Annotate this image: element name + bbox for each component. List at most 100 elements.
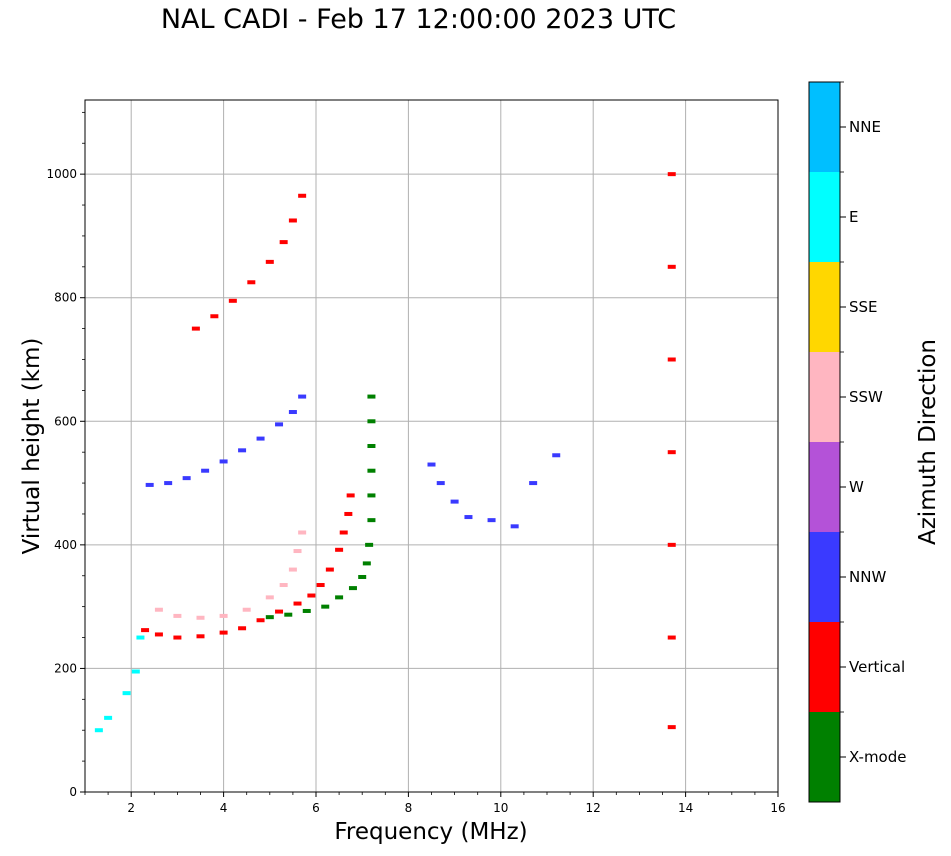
colorbar-frame	[808, 81, 841, 803]
colorbar-segment	[809, 82, 840, 172]
echo-mark	[367, 468, 376, 473]
echo-mark	[667, 635, 676, 640]
echo-mark	[335, 547, 344, 552]
echo-mark	[238, 626, 247, 631]
colorbar-tick-label: Vertical	[849, 658, 905, 676]
echo-mark	[279, 240, 288, 245]
echo-mark	[344, 511, 353, 516]
colorbar-tick-label: SSW	[849, 388, 883, 406]
echo-mark	[667, 725, 676, 730]
echo-mark	[667, 542, 676, 547]
echo-mark	[164, 481, 173, 486]
colorbar-tick-label: X-mode	[849, 748, 906, 766]
colorbar-tick-label: SSE	[849, 298, 878, 316]
echo-mark	[288, 567, 297, 572]
echo-mark	[367, 518, 376, 523]
chart-title: NAL CADI - Feb 17 12:00:00 2023 UTC	[160, 4, 677, 35]
echo-mark	[141, 628, 150, 633]
colorbar-tick-label: NNW	[849, 568, 886, 586]
colorbar-tick-label: E	[849, 208, 858, 226]
y-tick-label: 200	[54, 661, 77, 675]
x-tick-label: 12	[586, 801, 601, 815]
colorbar-segment	[809, 532, 840, 622]
grid	[85, 100, 778, 792]
echo-mark	[228, 298, 237, 303]
colorbar-segment	[809, 352, 840, 442]
echo-mark	[265, 259, 274, 264]
plot-area	[84, 99, 779, 793]
echo-mark	[298, 394, 307, 399]
echo-mark	[667, 172, 676, 177]
echo-mark	[667, 357, 676, 362]
echo-mark	[196, 634, 205, 639]
y-tick-label: 1000	[46, 167, 77, 181]
echo-mark	[365, 542, 374, 547]
echo-mark	[288, 410, 297, 415]
echo-mark	[219, 459, 228, 464]
echo-mark	[256, 436, 265, 441]
echo-mark	[242, 607, 251, 612]
echo-mark	[293, 549, 302, 554]
y-axis-label: Virtual height (km)	[19, 337, 45, 555]
colorbar-tick-label: W	[849, 478, 864, 496]
echo-mark	[210, 314, 219, 319]
x-tick-label: 10	[493, 801, 508, 815]
echo-mark	[275, 609, 284, 614]
x-axis: 2 4 6 8 10 12 14 16	[84, 792, 786, 815]
echo-mark	[201, 468, 210, 473]
echo-mark	[367, 419, 376, 424]
echo-mark	[302, 608, 311, 613]
echo-mark	[265, 615, 274, 620]
echo-mark	[667, 264, 676, 269]
echo-mark	[316, 583, 325, 588]
echo-mark	[298, 193, 307, 198]
echo-mark	[436, 481, 445, 486]
echo-mark	[298, 530, 307, 535]
colorbar-segment	[809, 712, 840, 802]
echo-mark	[284, 612, 293, 617]
y-tick-label: 0	[69, 785, 77, 799]
echo-mark	[358, 574, 367, 579]
colorbar-segment	[809, 262, 840, 352]
echo-mark	[427, 462, 436, 467]
echo-mark	[335, 595, 344, 600]
echo-mark	[307, 593, 316, 598]
colorbar-tick-label: NNE	[849, 118, 881, 136]
x-tick-label: 6	[312, 801, 320, 815]
x-tick-label: 2	[127, 801, 135, 815]
echo-mark	[173, 635, 182, 640]
echo-mark	[552, 453, 561, 458]
echo-mark	[464, 515, 473, 520]
echo-mark	[256, 618, 265, 623]
echo-mark	[279, 583, 288, 588]
echo-mark	[154, 632, 163, 637]
echo-mark	[219, 630, 228, 635]
colorbar-segment	[809, 172, 840, 262]
echo-mark	[238, 448, 247, 453]
echo-mark	[104, 715, 113, 720]
data-marks	[94, 172, 676, 733]
echo-mark	[196, 615, 205, 620]
echo-mark	[136, 635, 145, 640]
x-tick-label: 16	[770, 801, 785, 815]
echo-mark	[367, 444, 376, 448]
echo-mark	[325, 567, 334, 572]
echo-mark	[510, 524, 519, 529]
y-axis: 0 200 400 600 800 1000	[46, 111, 85, 799]
echo-mark	[293, 601, 302, 606]
echo-mark	[288, 218, 297, 223]
echo-mark	[265, 595, 274, 600]
echo-mark	[173, 613, 182, 618]
echo-mark	[94, 728, 103, 733]
y-tick-label: 600	[54, 414, 77, 428]
echo-mark	[321, 604, 330, 609]
x-axis-label: Frequency (MHz)	[334, 819, 528, 845]
echo-mark	[145, 482, 154, 487]
echo-mark	[275, 422, 284, 427]
x-tick-label: 14	[678, 801, 693, 815]
echo-mark	[154, 607, 163, 612]
echo-mark	[487, 518, 496, 523]
y-tick-label: 400	[54, 538, 77, 552]
colorbar-label: Azimuth Direction	[915, 339, 941, 545]
echo-mark	[367, 394, 376, 399]
